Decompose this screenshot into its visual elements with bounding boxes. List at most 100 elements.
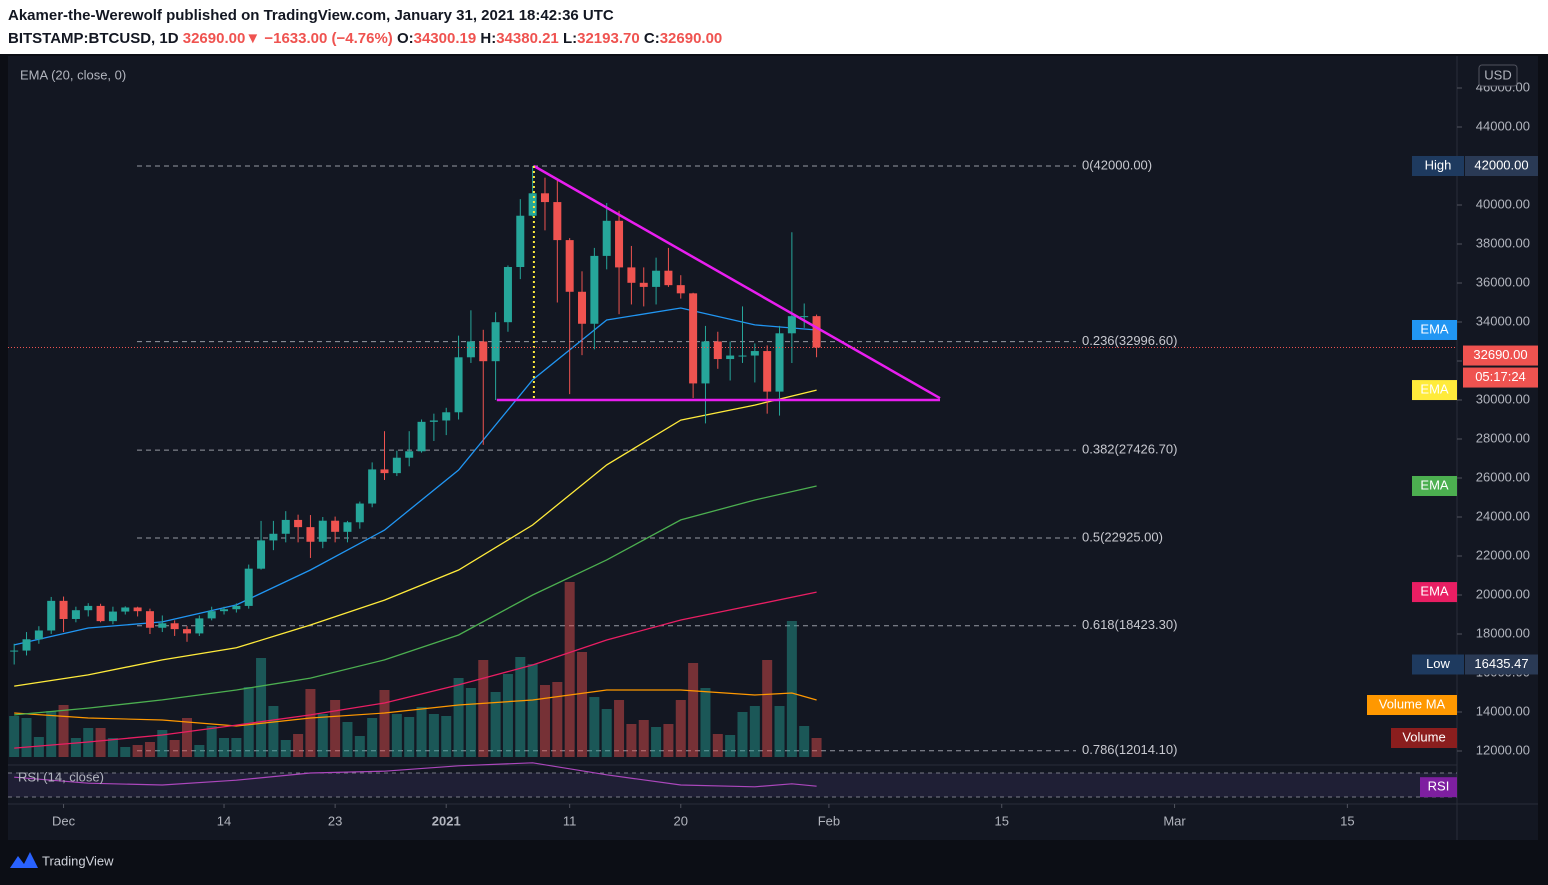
volume-bar bbox=[293, 734, 304, 757]
candle-body bbox=[59, 600, 68, 619]
ema-badge: EMA bbox=[1420, 477, 1449, 492]
volume-bar bbox=[589, 697, 600, 757]
high-name: High bbox=[1425, 157, 1452, 172]
candle-body bbox=[713, 341, 722, 360]
candle-body bbox=[442, 412, 451, 421]
footer-bg bbox=[8, 840, 1548, 885]
candle-body bbox=[503, 267, 512, 323]
y-tick-label: 14000.00 bbox=[1476, 703, 1530, 718]
volume-bar bbox=[107, 738, 118, 757]
x-tick-label: 15 bbox=[1340, 813, 1354, 828]
candle-body bbox=[676, 285, 685, 294]
candle-body bbox=[220, 609, 229, 612]
high-value: 42000.00 bbox=[1474, 157, 1528, 172]
candle-body bbox=[775, 333, 784, 392]
volume-bar bbox=[379, 690, 390, 757]
candle-body bbox=[71, 610, 80, 619]
volume-bar bbox=[749, 706, 760, 757]
rsi-badge: RSI bbox=[1428, 779, 1450, 794]
volume-bar bbox=[428, 714, 439, 757]
ema-line bbox=[14, 591, 817, 749]
candle-body bbox=[553, 202, 562, 241]
x-tick-label: 23 bbox=[328, 813, 342, 828]
volume-bar bbox=[157, 730, 168, 757]
volume-bar bbox=[144, 742, 155, 757]
ema-badge: EMA bbox=[1420, 381, 1449, 396]
volume-bar bbox=[527, 664, 538, 757]
fib-label: 0.382(27426.70) bbox=[1082, 442, 1177, 457]
ema-badge-bg bbox=[1412, 319, 1457, 340]
candle-body bbox=[750, 351, 759, 356]
candle-body bbox=[565, 240, 574, 292]
volume-bar bbox=[70, 738, 81, 757]
volume-bar bbox=[465, 688, 476, 757]
last: 32690.00 bbox=[183, 30, 246, 47]
x-tick-label: 11 bbox=[563, 813, 577, 828]
candle-body bbox=[34, 630, 43, 640]
x-tick-label: Dec bbox=[52, 813, 76, 828]
candle-body bbox=[121, 607, 130, 612]
volume-bar bbox=[651, 727, 662, 757]
volume-bar bbox=[367, 718, 378, 757]
y-tick-label: 36000.00 bbox=[1476, 274, 1530, 289]
ohlc-value: 34300.19 bbox=[414, 30, 477, 47]
candle-body bbox=[269, 533, 278, 541]
candle-body bbox=[331, 520, 340, 532]
volume-bar bbox=[564, 582, 575, 757]
candle-body bbox=[454, 357, 463, 413]
volume-bar bbox=[404, 717, 415, 757]
candle-body bbox=[639, 282, 648, 287]
low-name: Low bbox=[1426, 656, 1450, 671]
volume-ma-line bbox=[14, 689, 817, 727]
candle-body bbox=[615, 220, 624, 268]
last-price-bg bbox=[1463, 345, 1538, 366]
volume-bar bbox=[725, 735, 736, 757]
volume-bar bbox=[453, 678, 464, 757]
candle-body bbox=[726, 355, 735, 360]
y-tick-label: 24000.00 bbox=[1476, 508, 1530, 523]
candle-body bbox=[294, 519, 303, 528]
y-tick-label: 20000.00 bbox=[1476, 586, 1530, 601]
x-tick-label: Mar bbox=[1163, 813, 1186, 828]
candle-body bbox=[145, 611, 154, 628]
ema-badge-bg bbox=[1412, 475, 1457, 496]
volume-bar bbox=[342, 722, 353, 757]
candle-body bbox=[652, 270, 661, 287]
ema-line bbox=[14, 389, 817, 687]
candle-body bbox=[96, 605, 105, 622]
volume-bar bbox=[206, 726, 217, 757]
volume-bar bbox=[688, 663, 699, 757]
candle-body bbox=[602, 220, 611, 256]
volume-bar bbox=[577, 652, 588, 757]
y-tick-label: 28000.00 bbox=[1476, 430, 1530, 445]
brand: TradingView bbox=[42, 853, 114, 868]
candle-body bbox=[417, 421, 426, 452]
arrow: ▼ bbox=[245, 30, 260, 47]
candle-body bbox=[257, 540, 266, 569]
fib-label: 0(42000.00) bbox=[1082, 157, 1152, 172]
ema-badge: EMA bbox=[1420, 584, 1449, 599]
ohlc-value: 32193.70 bbox=[577, 30, 640, 47]
countdown-bg bbox=[1463, 367, 1538, 388]
candle-body bbox=[664, 270, 673, 286]
candle-body bbox=[540, 193, 549, 203]
x-tick-label: 20 bbox=[674, 813, 688, 828]
trendline bbox=[533, 164, 941, 400]
volume-bar bbox=[21, 718, 32, 757]
ohlc-key: L: bbox=[563, 30, 577, 47]
low-value: 16435.47 bbox=[1474, 656, 1528, 671]
candle-body bbox=[343, 522, 352, 532]
high-value-bg bbox=[1465, 156, 1538, 177]
volume-bar bbox=[120, 747, 131, 757]
candle-body bbox=[108, 611, 117, 622]
candle-body bbox=[355, 503, 364, 523]
y-tick-label: 44000.00 bbox=[1476, 118, 1530, 133]
volume-bar bbox=[675, 700, 686, 757]
ohlc-key: C: bbox=[644, 30, 660, 47]
volume-bar bbox=[663, 724, 674, 757]
volume-badge: Volume bbox=[1402, 729, 1445, 744]
candle-body bbox=[84, 605, 93, 611]
last-price: 32690.00 bbox=[1473, 347, 1527, 362]
header-bg bbox=[0, 0, 1548, 54]
volume-bar bbox=[194, 745, 205, 757]
